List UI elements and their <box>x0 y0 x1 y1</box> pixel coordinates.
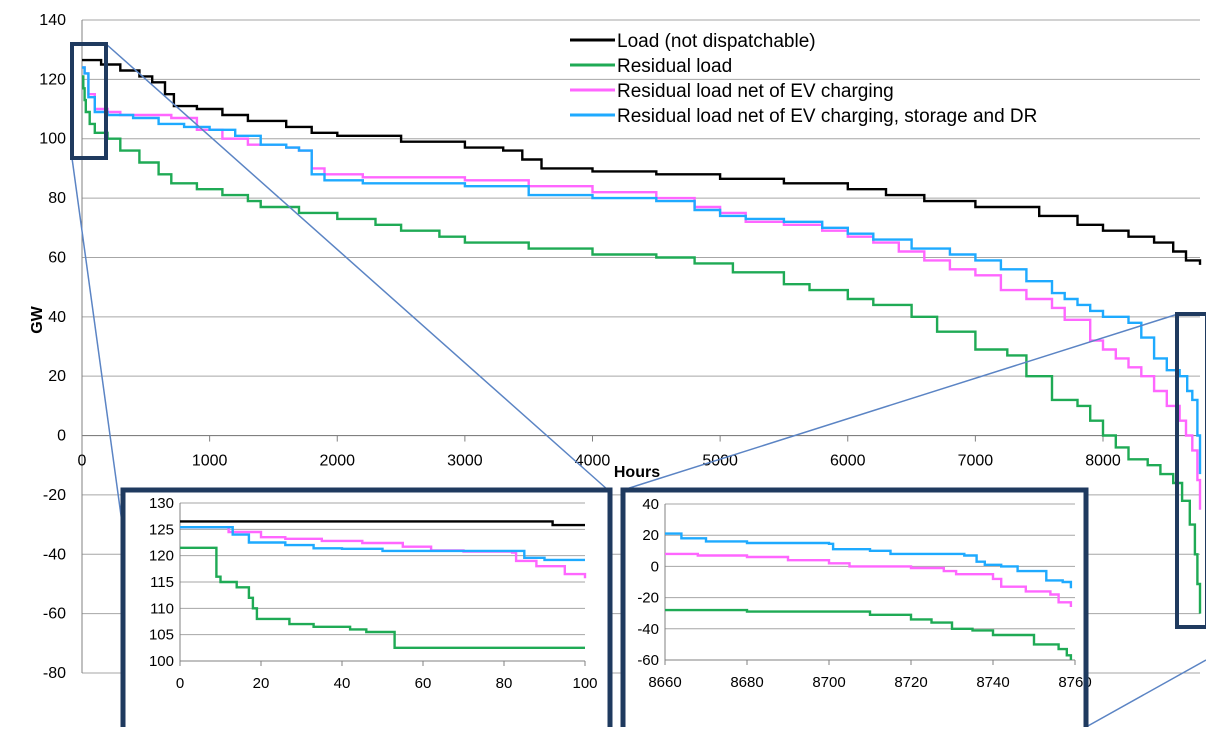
inset-y-tick-label-20: 20 <box>642 527 659 544</box>
inset-x-tick-label-8680: 8680 <box>730 674 763 691</box>
inset-y-tick-label-0: 0 <box>651 558 659 575</box>
inset-x-tick-label-0: 0 <box>176 675 184 692</box>
y-tick-label-100: 100 <box>39 131 66 148</box>
inset-series-line-residual-load-net-of-ev-charging-storage-and-dr <box>665 532 1073 589</box>
inset-x-tick-label-8700: 8700 <box>812 674 845 691</box>
inset-x-tick-label-100: 100 <box>572 675 597 692</box>
inset-series-line-load-not-dispatchable <box>180 520 585 527</box>
inset-y-tick-label-110: 110 <box>150 600 174 617</box>
inset-x-tick-label-80: 80 <box>496 675 513 692</box>
inset-series-line-residual-load-net-of-ev-charging-storage-and-dr <box>180 526 585 562</box>
zoom-box-start <box>70 42 108 160</box>
inset-series-line-residual-load <box>665 608 1073 660</box>
y-tick-label-120: 120 <box>39 71 66 88</box>
zoom-guide-end-top <box>622 313 1179 491</box>
legend-label-residual-load-net-of-ev-charging: Residual load net of EV charging <box>617 81 894 102</box>
y-tick-label-neg60: -60 <box>43 606 66 623</box>
inset-background <box>623 490 1086 732</box>
y-tick-label-40: 40 <box>48 309 66 326</box>
inset-x-tick-label-8720: 8720 <box>894 674 927 691</box>
inset-y-tick-label-neg20: -20 <box>637 590 659 607</box>
x-axis-label: Hours <box>614 464 660 481</box>
inset-y-tick-label-115: 115 <box>150 574 174 591</box>
legend: Load (not dispatchable) Residual load Resi… <box>570 31 1037 127</box>
inset-y-tick-label-40: 40 <box>642 496 659 513</box>
inset-end-chart: -60 -40 -20 0 20 40 8660 8680 8700 8720 8740 8760 <box>620 487 1092 732</box>
inset-y-tick-label-neg40: -40 <box>637 621 659 638</box>
y-tick-label-140: 140 <box>39 12 66 29</box>
x-tick-label-2000: 2000 <box>319 453 355 470</box>
y-tick-label-neg80: -80 <box>43 665 66 682</box>
inset-y-tick-label-125: 125 <box>149 521 174 538</box>
inset-y-tick-label-105: 105 <box>149 627 174 644</box>
inset-x-tick-label-8660: 8660 <box>648 674 681 691</box>
y-tick-label-neg20: -20 <box>43 487 66 504</box>
inset-frame <box>620 487 1089 732</box>
legend-label-load-not-dispatchable: Load (not dispatchable) <box>617 31 816 52</box>
inset-y-tick-label-neg60: -60 <box>637 652 659 669</box>
x-tick-label-7000: 7000 <box>958 453 994 470</box>
y-tick-label-60: 60 <box>48 249 66 266</box>
x-tick-label-4000: 4000 <box>575 453 611 470</box>
x-tick-label-3000: 3000 <box>447 453 483 470</box>
inset-y-tick-label-100: 100 <box>149 653 174 670</box>
zoom-box-end <box>1175 312 1206 629</box>
y-axis-label: GW <box>29 305 46 333</box>
series-line-residual-load-net-of-ev-charging-storage-and-dr <box>82 66 1202 475</box>
y-tick-label-0: 0 <box>57 428 66 445</box>
zoom-guide-start-right <box>105 43 609 491</box>
x-tick-label-6000: 6000 <box>830 453 866 470</box>
inset-x-tick-label-40: 40 <box>334 675 351 692</box>
series-line-residual-load-net-of-ev-charging <box>82 66 1202 510</box>
main-series <box>82 58 1202 614</box>
inset-y-tick-label-120: 120 <box>149 548 174 565</box>
legend-label-residual-load-net-of-ev-charging-storage-and-dr: Residual load net of EV charging, storag… <box>617 106 1037 127</box>
inset-x-tick-label-8740: 8740 <box>976 674 1009 691</box>
y-tick-label-20: 20 <box>48 368 66 385</box>
inset-frame <box>120 487 613 732</box>
x-tick-label-1000: 1000 <box>192 453 228 470</box>
series-line-load-not-dispatchable <box>82 58 1202 265</box>
inset-x-tick-label-8760: 8760 <box>1058 674 1091 691</box>
legend-label-residual-load: Residual load <box>617 56 732 77</box>
y-tick-label-80: 80 <box>48 190 66 207</box>
main-x-axis <box>81 434 1200 442</box>
zoom-guide-end-bottom <box>1085 659 1206 728</box>
series-line-residual-load <box>82 75 1202 614</box>
inset-series-line-residual-load-net-of-ev-charging <box>180 526 587 579</box>
inset-start-chart: 100 105 110 115 120 125 130 0 20 40 60 80 100 <box>120 487 613 732</box>
inset-y-tick-label-130: 130 <box>149 495 174 512</box>
y-tick-label-neg40: -40 <box>43 546 66 563</box>
inset-series-line-residual-load-net-of-ev-charging <box>665 552 1073 607</box>
inset-series-line-residual-load <box>180 546 585 649</box>
x-tick-label-0: 0 <box>78 453 87 470</box>
x-tick-label-8000: 8000 <box>1085 453 1121 470</box>
inset-x-tick-label-60: 60 <box>415 675 432 692</box>
inset-background <box>123 490 610 732</box>
inset-x-tick-label-20: 20 <box>253 675 270 692</box>
